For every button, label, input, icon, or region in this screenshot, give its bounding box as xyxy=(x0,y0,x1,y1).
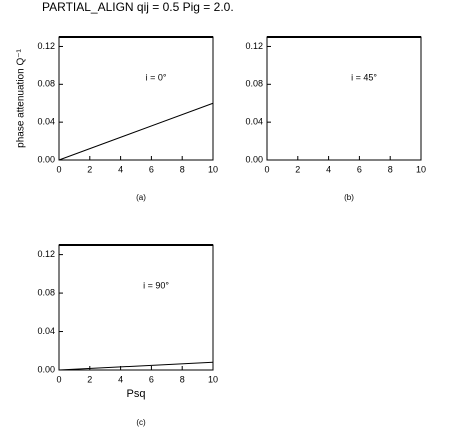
plot-frame xyxy=(58,244,214,371)
plot-frame xyxy=(266,36,422,161)
x-tick-label: 4 xyxy=(118,164,123,174)
x-tick-label: 10 xyxy=(208,164,218,174)
x-tick-label: 0 xyxy=(56,164,61,174)
y-tick-label: 0.04 xyxy=(37,326,55,336)
y-tick-label: 0.12 xyxy=(245,41,263,51)
x-axis-label: Psq xyxy=(127,388,146,400)
x-tick-label: 0 xyxy=(264,164,269,174)
data-line xyxy=(58,102,214,161)
y-tick-label: 0.12 xyxy=(37,249,55,259)
x-tick-label: 8 xyxy=(388,164,393,174)
y-tick-label: 0.04 xyxy=(245,117,263,127)
x-tick-label: 2 xyxy=(87,164,92,174)
x-tick-label: 10 xyxy=(208,374,218,384)
x-tick-label: 6 xyxy=(357,164,362,174)
y-axis-label: phase attenuation Q⁻¹ xyxy=(16,48,27,147)
y-tick-label: 0.08 xyxy=(37,287,55,297)
x-tick-label: 2 xyxy=(87,374,92,384)
x-tick-label: 8 xyxy=(180,374,185,384)
x-tick-label: 4 xyxy=(326,164,331,174)
annotation: i = 45° xyxy=(351,72,377,82)
annotation: i = 90° xyxy=(143,280,169,290)
y-tick-label: 0.00 xyxy=(245,154,263,164)
x-tick-label: 2 xyxy=(295,164,300,174)
x-tick-label: 10 xyxy=(416,164,426,174)
y-tick-label: 0.08 xyxy=(245,79,263,89)
y-tick-label: 0.04 xyxy=(37,117,55,127)
figure-title: PARTIAL_ALIGN qij = 0.5 Pig = 2.0. xyxy=(42,0,234,14)
panel-label: (a) xyxy=(136,193,146,202)
x-tick-label: 4 xyxy=(118,374,123,384)
panel-label: (c) xyxy=(136,418,146,427)
panel-label: (b) xyxy=(344,193,354,202)
annotation: i = 0° xyxy=(146,72,167,82)
y-tick-label: 0.08 xyxy=(37,79,55,89)
y-tick-label: 0.00 xyxy=(37,154,55,164)
x-tick-label: 6 xyxy=(149,374,154,384)
x-tick-label: 8 xyxy=(180,164,185,174)
x-tick-label: 0 xyxy=(56,374,61,384)
x-tick-label: 6 xyxy=(149,164,154,174)
data-line xyxy=(58,361,214,371)
plot-frame xyxy=(58,36,214,161)
y-tick-label: 0.00 xyxy=(37,364,55,374)
y-tick-label: 0.12 xyxy=(37,41,55,51)
